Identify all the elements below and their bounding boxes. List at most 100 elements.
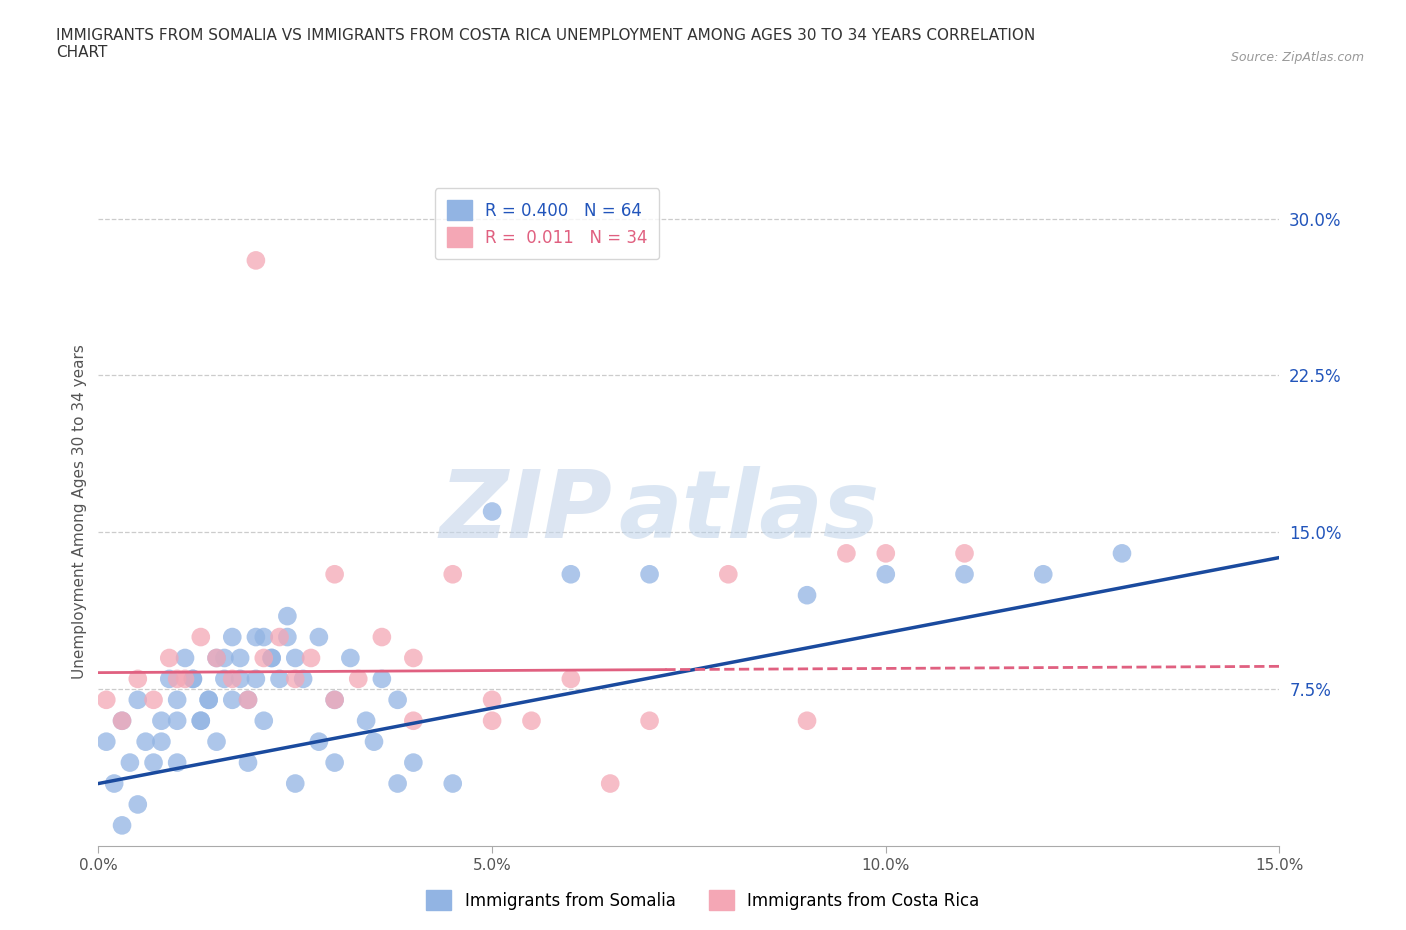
Point: [520, 713, 543, 728]
Point: [157, 651, 180, 666]
Point: [560, 671, 582, 686]
Point: [174, 651, 197, 666]
Point: [142, 692, 165, 708]
Point: [142, 755, 165, 770]
Point: [481, 713, 503, 728]
Point: [111, 713, 134, 728]
Point: [221, 630, 243, 644]
Point: [638, 713, 661, 728]
Point: [190, 713, 212, 728]
Point: [253, 630, 276, 644]
Point: [284, 776, 307, 790]
Point: [387, 692, 409, 708]
Point: [190, 630, 212, 644]
Point: [245, 671, 267, 686]
Point: [284, 671, 307, 686]
Point: [308, 735, 330, 750]
Y-axis label: Unemployment Among Ages 30 to 34 years: Unemployment Among Ages 30 to 34 years: [72, 344, 87, 679]
Point: [323, 692, 346, 708]
Point: [402, 713, 425, 728]
Text: atlas: atlas: [619, 466, 879, 557]
Point: [953, 546, 976, 561]
Point: [339, 651, 361, 666]
Point: [599, 776, 621, 790]
Point: [214, 671, 236, 686]
Point: [174, 671, 197, 686]
Point: [245, 630, 267, 644]
Point: [441, 776, 464, 790]
Point: [481, 504, 503, 519]
Point: [323, 755, 346, 770]
Point: [229, 671, 252, 686]
Point: [269, 671, 291, 686]
Point: [96, 735, 118, 750]
Point: [127, 671, 149, 686]
Point: [953, 567, 976, 582]
Text: IMMIGRANTS FROM SOMALIA VS IMMIGRANTS FROM COSTA RICA UNEMPLOYMENT AMONG AGES 30: IMMIGRANTS FROM SOMALIA VS IMMIGRANTS FR…: [56, 28, 1035, 60]
Point: [560, 567, 582, 582]
Point: [205, 651, 228, 666]
Point: [221, 671, 243, 686]
Point: [157, 671, 180, 686]
Text: Source: ZipAtlas.com: Source: ZipAtlas.com: [1230, 51, 1364, 64]
Point: [835, 546, 858, 561]
Point: [402, 651, 425, 666]
Point: [214, 651, 236, 666]
Point: [205, 651, 228, 666]
Point: [135, 735, 157, 750]
Point: [96, 692, 118, 708]
Point: [103, 776, 125, 790]
Point: [371, 630, 394, 644]
Point: [323, 692, 346, 708]
Point: [284, 651, 307, 666]
Point: [229, 651, 252, 666]
Point: [253, 713, 276, 728]
Point: [166, 755, 188, 770]
Point: [260, 651, 283, 666]
Point: [221, 692, 243, 708]
Point: [260, 651, 283, 666]
Point: [347, 671, 370, 686]
Point: [1111, 546, 1133, 561]
Point: [363, 735, 385, 750]
Point: [166, 671, 188, 686]
Point: [111, 818, 134, 833]
Point: [236, 755, 259, 770]
Point: [481, 692, 503, 708]
Legend: R = 0.400   N = 64, R =  0.011   N = 34: R = 0.400 N = 64, R = 0.011 N = 34: [434, 189, 659, 259]
Point: [276, 630, 298, 644]
Point: [875, 546, 897, 561]
Point: [245, 253, 267, 268]
Point: [308, 630, 330, 644]
Point: [638, 567, 661, 582]
Point: [127, 692, 149, 708]
Point: [292, 671, 315, 686]
Point: [796, 588, 818, 603]
Point: [205, 735, 228, 750]
Point: [796, 713, 818, 728]
Point: [402, 755, 425, 770]
Point: [118, 755, 141, 770]
Point: [1032, 567, 1054, 582]
Point: [197, 692, 219, 708]
Point: [269, 630, 291, 644]
Point: [150, 735, 173, 750]
Point: [354, 713, 377, 728]
Point: [236, 692, 259, 708]
Point: [166, 692, 188, 708]
Point: [181, 671, 204, 686]
Legend: Immigrants from Somalia, Immigrants from Costa Rica: Immigrants from Somalia, Immigrants from…: [420, 884, 986, 917]
Point: [299, 651, 322, 666]
Point: [197, 692, 219, 708]
Point: [441, 567, 464, 582]
Point: [875, 567, 897, 582]
Point: [190, 713, 212, 728]
Point: [150, 713, 173, 728]
Point: [253, 651, 276, 666]
Point: [717, 567, 740, 582]
Point: [166, 713, 188, 728]
Point: [181, 671, 204, 686]
Point: [387, 776, 409, 790]
Point: [276, 609, 298, 624]
Point: [127, 797, 149, 812]
